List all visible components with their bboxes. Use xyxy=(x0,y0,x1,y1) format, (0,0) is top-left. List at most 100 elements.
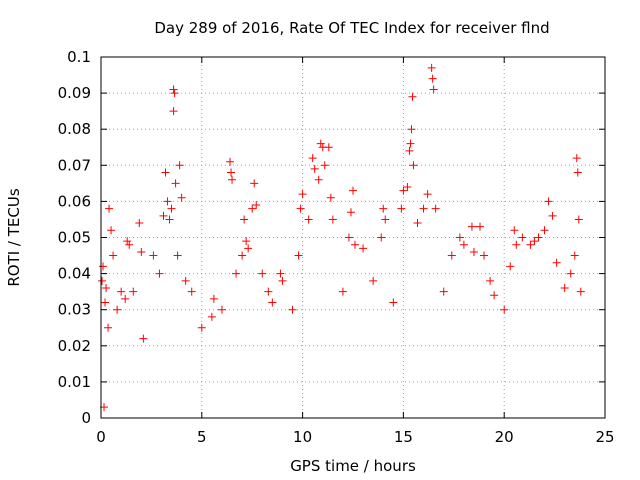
data-point xyxy=(326,193,335,202)
data-point xyxy=(226,157,235,166)
data-point xyxy=(428,74,437,83)
data-point xyxy=(423,190,432,199)
data-point xyxy=(447,251,456,260)
data-point xyxy=(338,287,347,296)
data-point xyxy=(359,244,368,253)
x-tick-label: 0 xyxy=(96,428,106,446)
data-point xyxy=(171,179,180,188)
data-point xyxy=(288,305,297,314)
data-point xyxy=(296,204,305,213)
data-point xyxy=(576,287,585,296)
data-point xyxy=(232,269,241,278)
data-point xyxy=(102,284,111,293)
data-point xyxy=(349,186,357,195)
data-point xyxy=(121,294,130,303)
data-point xyxy=(242,237,251,246)
y-tick-label: 0.01 xyxy=(58,373,91,391)
y-tick-label: 0.02 xyxy=(58,337,91,355)
data-point xyxy=(324,143,333,152)
data-point xyxy=(175,161,184,170)
data-point xyxy=(278,276,287,285)
data-point xyxy=(389,298,398,307)
data-point xyxy=(298,190,307,199)
axis-ticks: 0 5 10 15 20 25 0 0.01 0.02 0.03 0.04 0.05 0.06 0.07 0… xyxy=(58,48,615,446)
data-point xyxy=(381,215,390,224)
data-point xyxy=(159,211,168,220)
data-point xyxy=(207,312,216,321)
data-point xyxy=(107,226,116,235)
data-point xyxy=(429,85,438,94)
x-tick-label: 20 xyxy=(495,428,514,446)
data-point xyxy=(264,287,273,296)
data-point xyxy=(104,323,113,332)
data-point xyxy=(377,233,386,242)
y-tick-label: 0.07 xyxy=(58,156,91,174)
y-tick-label: 0.08 xyxy=(58,120,91,138)
data-point xyxy=(169,85,178,94)
data-point xyxy=(328,215,337,224)
data-point xyxy=(197,323,206,332)
x-tick-label: 15 xyxy=(394,428,413,446)
data-point xyxy=(105,204,114,213)
grid-layer xyxy=(101,57,605,418)
data-point xyxy=(409,161,418,170)
data-point xyxy=(540,226,549,235)
x-tick-label: 25 xyxy=(595,428,614,446)
y-tick-label: 0.1 xyxy=(67,48,91,66)
data-point xyxy=(518,233,527,242)
data-point xyxy=(526,240,535,249)
data-point xyxy=(407,125,416,134)
data-point xyxy=(500,305,509,314)
data-point xyxy=(476,222,485,231)
data-point xyxy=(276,269,285,278)
data-point xyxy=(240,215,249,224)
data-point xyxy=(459,240,468,249)
data-point xyxy=(117,287,126,296)
data-point xyxy=(98,276,107,285)
y-axis-label: ROTI / TECUs xyxy=(5,188,23,286)
data-point xyxy=(572,154,581,163)
data-point xyxy=(560,284,569,293)
data-point xyxy=(512,240,521,249)
data-point xyxy=(419,204,428,213)
data-point xyxy=(238,251,247,260)
data-point xyxy=(490,291,499,300)
data-point xyxy=(252,201,261,210)
data-point xyxy=(113,305,122,314)
data-point xyxy=(530,237,539,246)
data-point xyxy=(99,262,108,271)
data-point xyxy=(570,251,579,260)
data-point xyxy=(187,287,196,296)
chart-title: Day 289 of 2016, Rate Of TEC Index for r… xyxy=(154,19,549,37)
data-point xyxy=(161,168,170,177)
data-point xyxy=(369,276,378,285)
y-tick-label: 0.04 xyxy=(58,265,91,283)
data-point xyxy=(544,197,553,206)
data-point xyxy=(217,305,226,314)
data-point xyxy=(480,251,489,260)
y-tick-label: 0 xyxy=(81,409,91,427)
data-point xyxy=(173,251,182,260)
data-point xyxy=(510,226,519,235)
data-point xyxy=(405,146,414,155)
data-point xyxy=(123,237,132,246)
data-point xyxy=(167,204,176,213)
data-point xyxy=(403,182,412,191)
data-point xyxy=(406,139,415,148)
x-tick-label: 5 xyxy=(197,428,207,446)
x-tick-label: 10 xyxy=(293,428,312,446)
data-point xyxy=(268,298,277,307)
data-point xyxy=(379,204,388,213)
data-point xyxy=(294,251,303,260)
data-point xyxy=(304,215,313,224)
data-point xyxy=(177,193,186,202)
data-point xyxy=(439,287,448,296)
data-point xyxy=(139,334,148,343)
y-tick-label: 0.05 xyxy=(58,229,91,247)
data-point xyxy=(149,251,158,260)
data-point xyxy=(399,186,408,195)
data-point xyxy=(155,269,164,278)
data-point xyxy=(574,215,583,224)
data-point xyxy=(467,222,476,231)
